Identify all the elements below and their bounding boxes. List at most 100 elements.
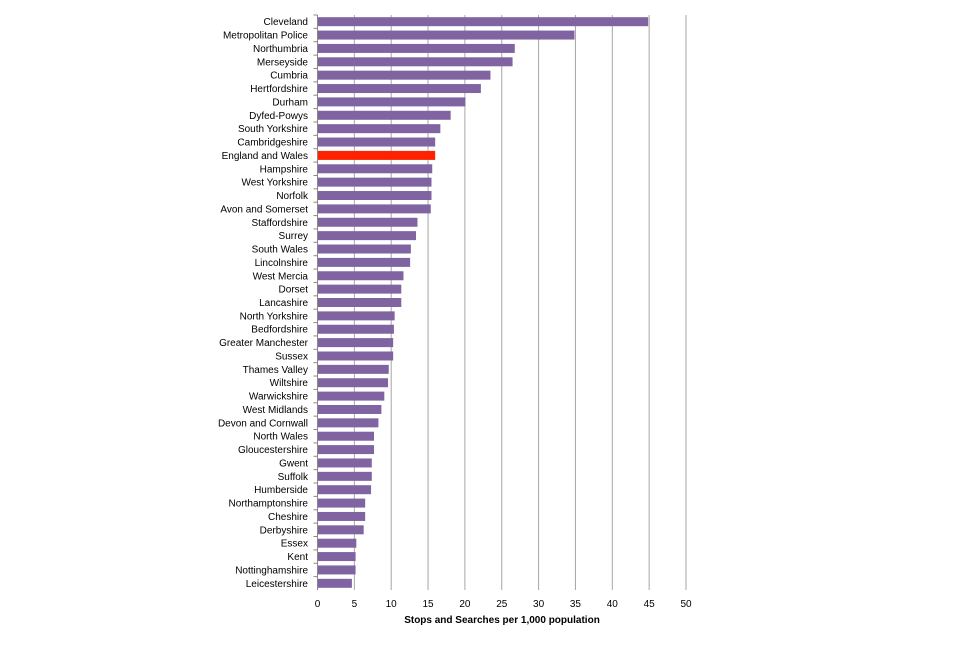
- bar: [318, 191, 432, 201]
- x-tick-label: 50: [680, 599, 692, 610]
- bar: [318, 458, 372, 468]
- category-label: Devon and Cornwall: [218, 418, 308, 429]
- bar: [318, 418, 379, 428]
- x-tick-label: 20: [459, 599, 471, 610]
- category-label: Metropolitan Police: [223, 31, 308, 42]
- category-label: Hampshire: [260, 164, 309, 175]
- bar: [318, 511, 366, 521]
- category-label: Avon and Somerset: [220, 204, 308, 215]
- category-label: Derbyshire: [260, 525, 309, 536]
- bar: [318, 471, 372, 481]
- bar: [318, 404, 382, 414]
- category-label: Nottinghamshire: [235, 565, 308, 576]
- x-tick-label: 30: [533, 599, 545, 610]
- x-tick-labels: 0 5 10 15 20 25 30 35 40 45 50: [315, 599, 692, 610]
- x-tick-label: 10: [386, 599, 398, 610]
- category-label: Gwent: [279, 458, 308, 469]
- category-label: Cambridgeshire: [237, 138, 308, 149]
- x-tick-label: 40: [607, 599, 619, 610]
- bar: [318, 57, 513, 67]
- bar: [318, 244, 411, 254]
- bar: [318, 124, 441, 134]
- x-tick-label: 45: [644, 599, 656, 610]
- category-label: Leicestershire: [246, 579, 309, 590]
- category-label: Humberside: [254, 485, 308, 496]
- category-label: North Yorkshire: [240, 311, 309, 322]
- x-tick-label: 35: [570, 599, 582, 610]
- x-axis-label: Stops and Searches per 1,000 population: [404, 615, 600, 626]
- x-tick-label: 15: [422, 599, 434, 610]
- bar: [318, 284, 402, 294]
- bar: [318, 164, 433, 174]
- bar: [318, 298, 402, 307]
- bar: [318, 17, 649, 27]
- category-label: South Wales: [252, 245, 308, 256]
- bar: [318, 578, 352, 588]
- bar: [318, 43, 515, 53]
- bar: [318, 311, 395, 321]
- category-label: Northamptonshire: [229, 499, 309, 510]
- bar: [318, 431, 375, 441]
- category-label: Gloucestershire: [238, 445, 308, 456]
- bar: [318, 324, 394, 334]
- x-tick-label: 25: [496, 599, 508, 610]
- bar: [318, 30, 575, 40]
- bar: [318, 351, 394, 361]
- category-label: Suffolk: [278, 472, 309, 483]
- category-label: England and Wales: [222, 151, 308, 162]
- category-label: Dyfed-Powys: [249, 111, 308, 122]
- category-label: Merseyside: [257, 57, 309, 68]
- bar: [318, 538, 357, 548]
- bar: [318, 525, 364, 535]
- category-label: Durham: [272, 97, 308, 108]
- category-label: Lancashire: [259, 298, 308, 309]
- bar: [318, 498, 366, 508]
- x-tick-label: 0: [315, 599, 321, 610]
- bar: [318, 137, 436, 147]
- category-labels: Cleveland Metropolitan Police Northumbria M…: [218, 17, 309, 590]
- bar: [318, 391, 385, 401]
- category-label: Essex: [281, 539, 308, 550]
- bar: [318, 217, 418, 227]
- bar: [318, 84, 481, 94]
- category-label: Staffordshire: [251, 218, 308, 229]
- bar: [318, 271, 404, 281]
- bar-highlight: [318, 150, 436, 160]
- bar: [318, 257, 411, 267]
- category-label: Norfolk: [276, 191, 309, 202]
- bar: [318, 204, 431, 214]
- bar: [318, 177, 432, 187]
- category-label: West Midlands: [243, 405, 308, 416]
- category-label: Hertfordshire: [250, 84, 308, 95]
- category-label: Surrey: [279, 231, 308, 242]
- category-label: West Mercia: [253, 271, 309, 282]
- category-label: Northumbria: [253, 44, 308, 55]
- category-label: Sussex: [275, 351, 308, 362]
- category-label: Thames Valley: [243, 365, 308, 376]
- x-tick-label: 5: [352, 599, 358, 610]
- bar: [318, 364, 389, 374]
- category-label: Lincolnshire: [255, 258, 309, 269]
- bar: [318, 485, 372, 495]
- bar: [318, 552, 356, 562]
- category-label: Dorset: [279, 285, 309, 296]
- bar: [318, 338, 394, 348]
- bar: [318, 378, 389, 388]
- bar: [318, 70, 491, 80]
- category-label: West Yorkshire: [241, 178, 308, 189]
- category-label: Bedfordshire: [251, 325, 308, 336]
- bar: [318, 231, 417, 241]
- bar: [318, 110, 451, 120]
- bars: [318, 17, 649, 588]
- category-label: Cumbria: [270, 71, 308, 82]
- bar: [318, 565, 356, 575]
- category-label: South Yorkshire: [238, 124, 308, 135]
- category-label: Wiltshire: [270, 378, 309, 389]
- category-label: North Wales: [253, 432, 308, 443]
- category-label: Warwickshire: [249, 392, 309, 403]
- bar: [318, 97, 466, 107]
- category-label: Kent: [287, 552, 308, 563]
- bar: [318, 445, 375, 455]
- category-label: Cleveland: [264, 17, 308, 28]
